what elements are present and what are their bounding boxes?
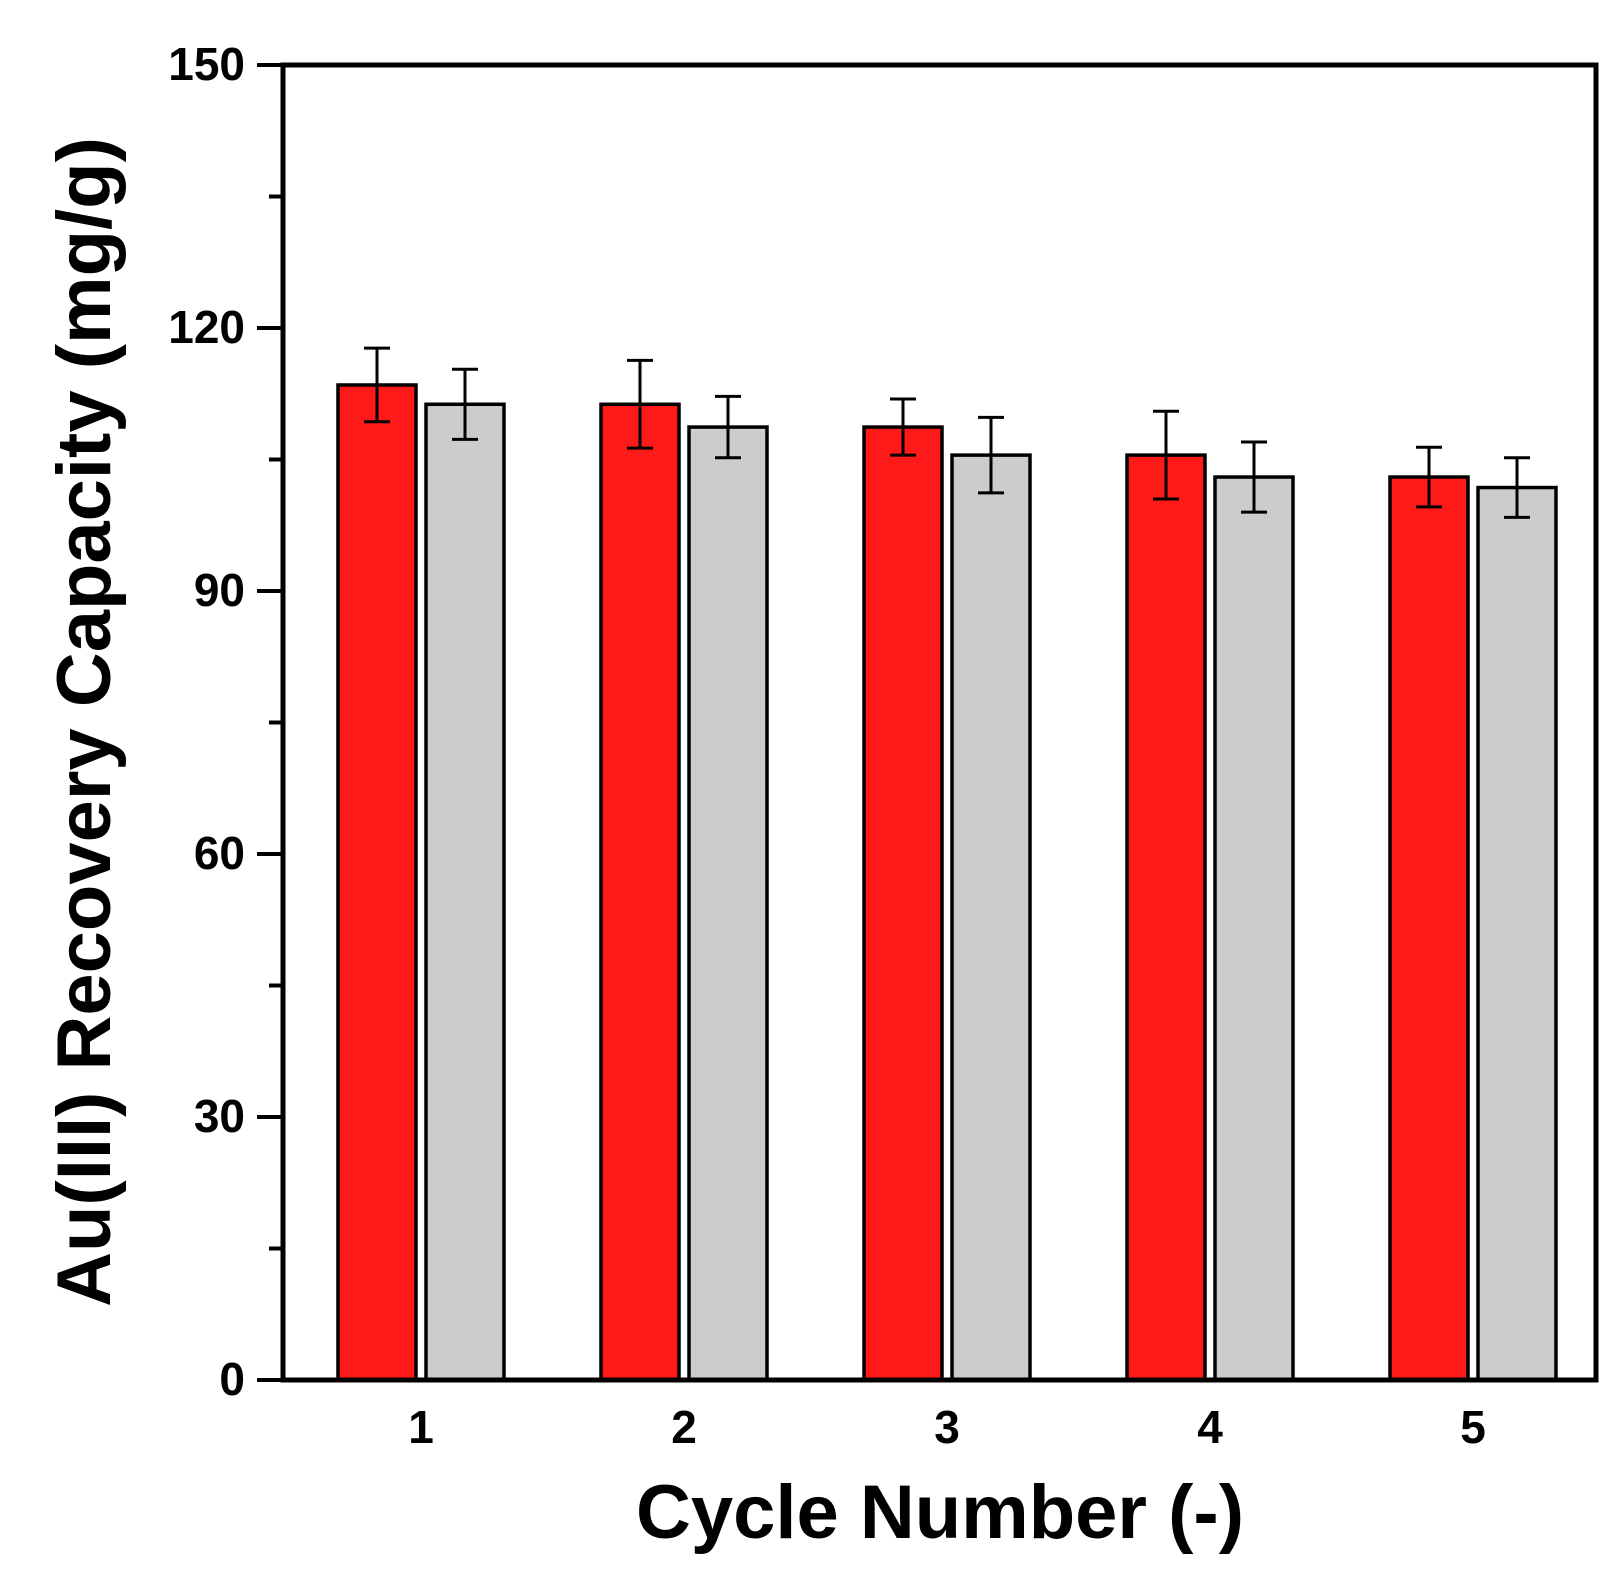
error-bar-series-red-cycle-3 xyxy=(890,397,916,457)
error-bar-series-red-cycle-1 xyxy=(364,346,390,424)
y-tick-label-90: 90 xyxy=(194,564,245,616)
y-tick-label-30: 30 xyxy=(194,1090,245,1142)
x-tick-label-3: 3 xyxy=(934,1401,960,1453)
bar-series-red-cycle-2 xyxy=(599,402,681,1382)
x-axis-title: Cycle Number (-) xyxy=(636,1470,1244,1555)
x-tick-label-1: 1 xyxy=(408,1401,434,1453)
error-bar-series-red-cycle-4 xyxy=(1153,409,1179,501)
x-tick-label-4: 4 xyxy=(1197,1401,1223,1453)
y-tick-label-0: 0 xyxy=(219,1353,245,1405)
bar-series-gray-cycle-2 xyxy=(687,425,769,1382)
bar-series-gray-cycle-4 xyxy=(1213,475,1295,1382)
bar-series-red-cycle-4 xyxy=(1125,453,1207,1382)
error-bar-series-red-cycle-5 xyxy=(1416,445,1442,509)
error-bar-series-red-cycle-2 xyxy=(627,358,653,450)
error-bar-series-gray-cycle-3 xyxy=(978,415,1004,495)
bar-series-gray-cycle-1 xyxy=(424,402,506,1382)
x-tick-label-5: 5 xyxy=(1460,1401,1486,1453)
error-bar-series-gray-cycle-4 xyxy=(1241,440,1267,514)
bar-series-gray-cycle-3 xyxy=(950,453,1032,1382)
bar-series-gray-cycle-5 xyxy=(1476,485,1558,1382)
bar-series-red-cycle-3 xyxy=(862,425,944,1382)
x-tick-label-2: 2 xyxy=(671,1401,697,1453)
error-bars-layer xyxy=(364,346,1530,519)
y-axis-title: Au(III) Recovery Capacity (mg/g) xyxy=(42,137,127,1307)
error-bar-series-gray-cycle-1 xyxy=(452,367,478,441)
error-bar-series-gray-cycle-2 xyxy=(715,394,741,460)
error-bar-series-gray-cycle-5 xyxy=(1504,456,1530,519)
y-tick-label-120: 120 xyxy=(168,301,245,353)
y-axis: 0 30 60 90 120 150 xyxy=(168,38,283,1405)
x-axis: 1 2 3 4 5 xyxy=(408,1401,1486,1453)
bar-series-red-cycle-5 xyxy=(1388,475,1470,1382)
y-tick-label-150: 150 xyxy=(168,38,245,90)
bar-series-red-cycle-1 xyxy=(336,383,418,1382)
y-tick-label-60: 60 xyxy=(194,827,245,879)
bars-layer xyxy=(336,383,1558,1382)
